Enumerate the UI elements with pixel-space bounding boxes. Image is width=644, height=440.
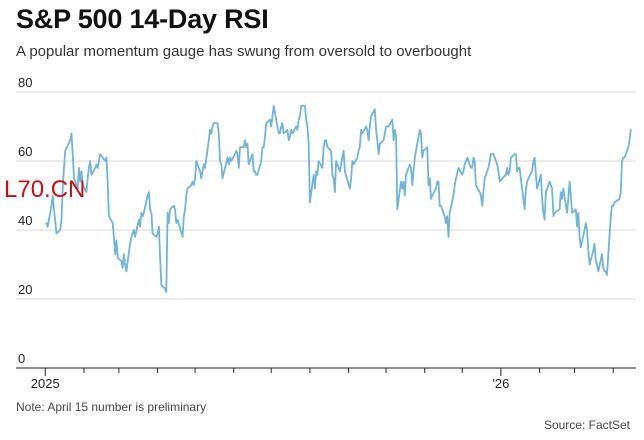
chart-subtitle: A popular momentum gauge has swung from … [16, 43, 472, 60]
series-layer [45, 104, 632, 294]
chart-title: S&P 500 14-Day RSI [16, 4, 269, 34]
watermark-text: L70.CN [4, 176, 86, 203]
x-tick-label: '26 [492, 376, 509, 391]
x-tick-label: 2025 [31, 376, 60, 391]
y-tick-label: 40 [18, 213, 32, 228]
chart-source: Source: FactSet [543, 418, 630, 432]
chart-note: Note: April 15 number is preliminary [16, 400, 207, 414]
x-axis: 2025 '26 [16, 367, 636, 391]
y-tick-label: 20 [18, 282, 32, 297]
gridlines [16, 91, 636, 300]
y-tick-label: 60 [18, 144, 32, 159]
rsi-series-line [45, 104, 632, 294]
y-axis-tick-labels: 0 20 40 60 80 [18, 75, 32, 366]
y-tick-label: 80 [18, 75, 32, 90]
y-tick-label: 0 [18, 351, 25, 366]
